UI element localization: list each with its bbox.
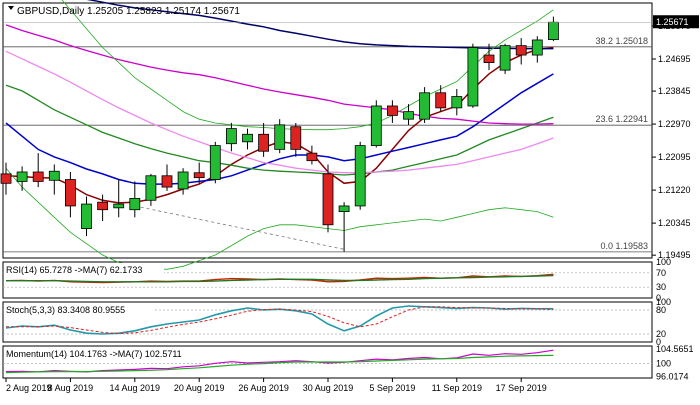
bullish-candle [370,105,382,146]
bullish-candle [81,203,92,229]
momentum-title-bg [4,347,209,359]
stoch-y-tick-label: 80 [656,305,666,315]
bearish-candle [32,171,44,182]
stoch-panel-frame [2,301,653,343]
x-tick-label: 11 Sep 2019 [432,383,482,393]
x-tick-label: 20 Aug 2019 [174,383,225,393]
rsi-y-tick-label: 0 [656,293,661,303]
bearish-candle [97,201,108,211]
last-price-box [653,15,699,29]
fib-level-label: 0.0 1.19583 [600,241,648,251]
price-y-tick-label: 1.22095 [658,152,691,162]
chart-menu-triangle-icon [8,6,14,10]
moving-average-ma_pink [5,50,554,174]
bearish-candle [322,173,334,226]
momentum-y-tick-label: 104.5651 [656,344,694,354]
bullish-candle [113,203,125,209]
rsi-y-tick-label: 30 [656,282,666,292]
momentum-y-tick-label: 96.0174 [656,371,689,381]
price-y-tick-label: 1.23845 [658,86,691,96]
stoch-y-tick-label: 0 [656,337,661,347]
x-tick-label: 8 Aug 2019 [48,383,94,393]
last-price-label: 1.25671 [656,17,689,27]
x-tick-label: 30 Aug 2019 [303,383,354,393]
price-y-tick-label: 1.24695 [658,54,691,64]
rsi-title-bg [4,263,164,275]
bearish-candle [435,92,447,109]
price-y-tick-label: 1.21220 [658,185,691,195]
x-tick-label: 5 Sep 2019 [369,383,415,393]
bullish-candle [129,197,141,211]
bearish-candle [515,45,527,56]
fib-level-label: 23.6 1.22941 [595,114,648,124]
x-tick-label: 26 Aug 2019 [238,383,289,393]
rsi-y-tick-label: 70 [656,268,666,278]
price-y-tick-label: 1.19495 [658,250,691,260]
bearish-candle [0,173,12,184]
rsi-y-tick-label: 100 [656,257,671,267]
bullish-candle [451,96,463,109]
bearish-candle [483,54,495,64]
moving-average-ma_magenta [5,24,554,125]
bearish-candle [290,126,302,150]
bullish-candle [274,124,286,150]
bullish-candle [209,145,221,180]
moving-average-ma_mid [5,73,554,185]
momentum-panel-title: Momentum(14) 104.1763 ->MA(7) 102.5711 [6,349,182,359]
momentum-line-momentum_ma [5,354,554,374]
bullish-candle [403,111,414,120]
bullish-candle [354,145,366,207]
bullish-candle [145,175,157,201]
bullish-candle [531,39,543,56]
fib-level-label: 38.2 1.25018 [595,36,648,46]
bullish-candle [419,92,431,120]
x-tick-label: 14 Aug 2019 [110,383,161,393]
bullish-candle [499,45,511,71]
x-tick-label: 17 Sep 2019 [496,383,547,393]
bullish-candle [48,170,60,181]
bearish-candle [386,105,398,116]
rsi-line-rsi_ma [6,274,554,283]
rsi-panel-frame [2,261,653,299]
momentum-y-tick-label: 100 [656,359,671,369]
trendline [134,205,345,250]
stoch-title-bg [4,303,154,315]
stoch-y-tick-label: 20 [656,329,666,339]
x-tick-label: 2 Aug 2019 [6,383,52,393]
bearish-candle [161,175,173,188]
price-panel-frame [2,2,653,259]
stoch-panel-title: Stoch(5,3,3) 83.3408 80.9555 [6,305,125,315]
moving-average-ma_navy [86,0,554,50]
moving-average-ma_green [5,84,554,176]
stoch-line-stoch_d [6,306,554,335]
bearish-candle [193,172,205,179]
bullish-candle [242,133,253,143]
price-panel-title: GBPUSD,Daily 1.25205 1.25823 1.25174 1.2… [17,6,240,17]
bullish-candle [16,171,28,182]
price-y-tick-label: 1.22970 [658,119,691,129]
stoch-y-tick-label: 100 [656,297,671,307]
bearish-candle [306,152,318,162]
bullish-candle [467,47,479,107]
bullish-candle [225,128,237,145]
moving-average-bb_lower [5,167,554,270]
bearish-candle [65,179,76,207]
bullish-candle [177,171,189,190]
price-y-tick-label: 1.20345 [658,218,691,228]
bullish-candle [338,205,350,213]
bearish-candle [258,133,270,152]
bullish-candle [548,21,559,40]
rsi-panel-title: RSI(14) 65.7278 ->MA(7) 62.1733 [6,265,142,275]
